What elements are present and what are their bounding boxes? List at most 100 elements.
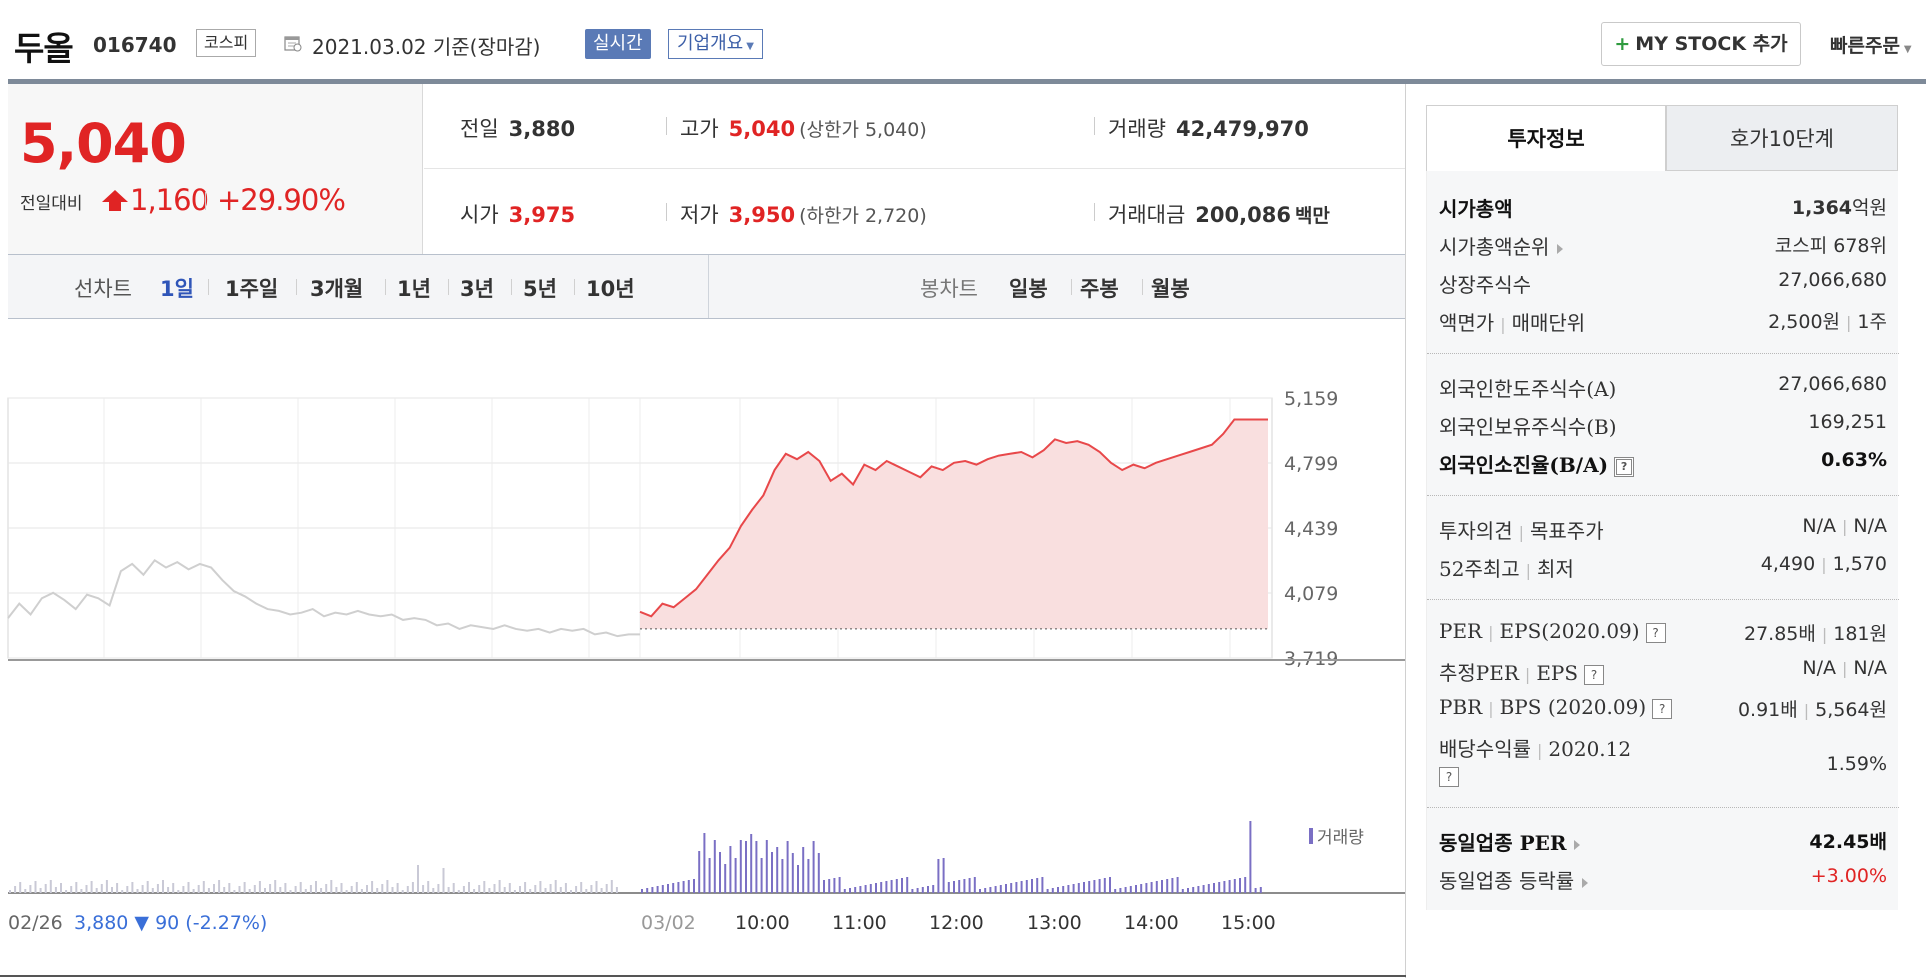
current-price: 5,040 bbox=[20, 112, 187, 175]
x-tick-label: 13:00 bbox=[1027, 912, 1082, 934]
divider bbox=[1094, 203, 1095, 221]
sector-per-link[interactable]: 동일업종 PER bbox=[1439, 827, 1581, 856]
tab-invest-info[interactable]: 투자정보 bbox=[1426, 105, 1666, 171]
section-divider bbox=[1427, 353, 1899, 354]
est-eps-label: EPS bbox=[1536, 661, 1579, 685]
per-value: 27.85배 bbox=[1743, 623, 1816, 645]
panel-divider bbox=[1405, 84, 1406, 978]
pbr-value: 0.91배 bbox=[1737, 699, 1798, 721]
quick-order-menu[interactable]: 빠른주문 ▼ bbox=[1830, 31, 1912, 58]
low-value: 3,950 bbox=[728, 203, 796, 227]
chart-period-bar: 선차트 1일 1주일 3개월 1년 3년 5년 10년 봉차트 일봉 주봉 월봉 bbox=[8, 254, 1406, 319]
divider bbox=[205, 192, 206, 210]
foreign-hold-label: 외국인보유주식수(B) bbox=[1439, 415, 1617, 439]
quick-order-label: 빠른주문 bbox=[1830, 35, 1900, 57]
sector-change-link[interactable]: 동일업종 등락률 bbox=[1439, 865, 1589, 894]
divider bbox=[1142, 279, 1143, 295]
divider: | bbox=[1524, 665, 1531, 684]
divider: | bbox=[1846, 313, 1852, 332]
open-label: 시가 bbox=[460, 203, 499, 227]
par-label: 액면가 bbox=[1439, 311, 1495, 335]
period-10y[interactable]: 10년 bbox=[586, 277, 635, 301]
high52-row: 52주최고 | 최저 4,490 | 1,570 bbox=[1439, 553, 1887, 585]
period-5y[interactable]: 5년 bbox=[523, 277, 557, 301]
base-date: 2021.03.02 기준(장마감) bbox=[312, 35, 541, 59]
high-value: 5,040 bbox=[728, 117, 796, 141]
y-tick-label: 4,799 bbox=[1284, 453, 1338, 475]
stock-name: 두올 bbox=[14, 29, 74, 68]
market-badge: 코스피 bbox=[196, 29, 257, 57]
sector-change-row: 동일업종 등락률 +3.00% bbox=[1439, 865, 1887, 897]
period-1d[interactable]: 1일 bbox=[160, 277, 194, 301]
help-icon[interactable]: ? bbox=[1645, 622, 1666, 643]
help-icon[interactable]: ? bbox=[1584, 664, 1605, 685]
divider: | bbox=[1841, 659, 1848, 678]
add-my-stock-button[interactable]: + MY STOCK 추가 bbox=[1601, 22, 1801, 66]
period-1w[interactable]: 1주일 bbox=[225, 277, 279, 301]
today-line bbox=[639, 418, 1268, 618]
help-icon[interactable]: ? bbox=[1614, 456, 1635, 477]
prev-close-label: 전일 bbox=[460, 117, 499, 141]
foreign-ratio-row: 외국인소진율(B/A)? 0.63% bbox=[1439, 449, 1887, 481]
divider bbox=[385, 279, 386, 295]
x-tick-label: 15:00 bbox=[1221, 912, 1276, 934]
volume: 거래량 42,479,970 bbox=[1108, 113, 1309, 143]
divider: | bbox=[1500, 315, 1506, 334]
realtime-button[interactable]: 실시간 bbox=[585, 29, 651, 59]
period-3m[interactable]: 3개월 bbox=[310, 277, 364, 301]
help-icon[interactable]: ? bbox=[1652, 698, 1673, 719]
chevron-right-icon bbox=[1582, 877, 1589, 888]
foreign-limit-row: 외국인한도주식수(A) 27,066,680 bbox=[1439, 373, 1887, 405]
amount-unit: 백만 bbox=[1294, 205, 1330, 227]
prev-close-value: 3,880 bbox=[508, 117, 576, 141]
dividend-value: 1.59% bbox=[1826, 753, 1887, 775]
x-tick-label: 10:00 bbox=[735, 912, 790, 934]
divider bbox=[511, 279, 512, 295]
change-amount: 1,160 bbox=[130, 183, 209, 217]
low52-label: 최저 bbox=[1537, 557, 1574, 581]
upper-limit: (상한가 5,040) bbox=[799, 119, 927, 141]
tab-orderbook[interactable]: 호가10단계 bbox=[1666, 105, 1898, 171]
amount-label: 거래대금 bbox=[1108, 203, 1186, 227]
divider bbox=[666, 203, 667, 221]
candle-daily[interactable]: 일봉 bbox=[1009, 277, 1048, 301]
today-area bbox=[640, 419, 1268, 629]
candle-chart-label: 봉차트 bbox=[920, 277, 978, 301]
est-per-label: 추정PER bbox=[1439, 661, 1519, 685]
foreign-hold-value: 169,251 bbox=[1808, 411, 1887, 433]
divider: | bbox=[1537, 741, 1543, 760]
dividend-label: 배당수익률 bbox=[1439, 737, 1531, 761]
chevron-down-icon: ▼ bbox=[746, 41, 754, 52]
foreign-ratio-value: 0.63% bbox=[1821, 449, 1887, 471]
candle-monthly[interactable]: 월봉 bbox=[1151, 277, 1190, 301]
line-chart-label: 선차트 bbox=[74, 277, 132, 301]
change-label: 전일대비 bbox=[20, 194, 83, 214]
opinion-value: N/A bbox=[1802, 515, 1836, 537]
section-divider bbox=[1427, 495, 1899, 496]
shares-value: 27,066,680 bbox=[1778, 269, 1887, 291]
est-per-row: 추정PER | EPS? N/A | N/A bbox=[1439, 657, 1887, 689]
chevron-right-icon bbox=[1574, 839, 1581, 850]
volume-legend: 거래량 bbox=[1317, 828, 1364, 848]
cap-rank-link[interactable]: 시가총액순위 bbox=[1439, 231, 1564, 260]
high-label: 고가 bbox=[680, 117, 719, 141]
divider: | bbox=[1803, 701, 1810, 720]
stock-header: 두올 016740 코스피 2021.03.02 기준(장마감) 실시간 기업개… bbox=[0, 0, 1926, 82]
opinion-label: 투자의견 bbox=[1439, 519, 1513, 543]
prev-day-line bbox=[7, 558, 640, 638]
divider: | bbox=[1821, 555, 1827, 574]
market-cap-value: 1,364억원 bbox=[1792, 193, 1887, 220]
spacer bbox=[0, 360, 8, 533]
shares-label: 상장주식수 bbox=[1439, 273, 1531, 297]
candle-weekly[interactable]: 주봉 bbox=[1080, 277, 1119, 301]
open-price: 시가 3,975 bbox=[460, 199, 575, 229]
market-cap-number: 1,364 bbox=[1791, 197, 1853, 219]
divider bbox=[1071, 279, 1072, 295]
cap-rank-value: 코스피 678위 bbox=[1774, 235, 1887, 257]
period-1y[interactable]: 1년 bbox=[397, 277, 431, 301]
target-value: N/A bbox=[1853, 515, 1887, 537]
volume-legend-swatch bbox=[1309, 828, 1313, 844]
help-icon[interactable]: ? bbox=[1439, 767, 1459, 787]
company-overview-dropdown[interactable]: 기업개요 ▼ bbox=[668, 29, 763, 59]
period-3y[interactable]: 3년 bbox=[460, 277, 494, 301]
